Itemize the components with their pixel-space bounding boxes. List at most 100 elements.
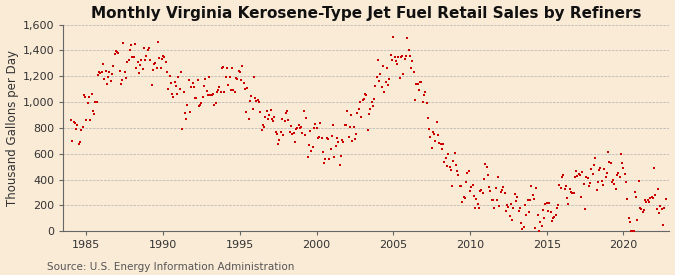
Point <box>88 112 99 117</box>
Point <box>167 92 178 96</box>
Point <box>233 69 244 74</box>
Point <box>576 195 587 199</box>
Point <box>589 163 599 167</box>
Point <box>109 52 120 57</box>
Point <box>115 81 126 86</box>
Point <box>623 216 634 221</box>
Point <box>607 179 618 184</box>
Point <box>400 57 410 61</box>
Point <box>467 183 478 187</box>
Point <box>190 96 200 101</box>
Point <box>568 191 579 195</box>
Point <box>554 183 565 187</box>
Point <box>317 150 328 155</box>
Point <box>563 202 574 206</box>
Point <box>580 206 591 211</box>
Point <box>533 213 543 217</box>
Point <box>649 166 659 170</box>
Point <box>78 93 89 97</box>
Point <box>499 191 510 195</box>
Point <box>375 72 386 76</box>
Point <box>279 119 290 123</box>
Point <box>500 208 511 213</box>
Point <box>86 92 97 96</box>
Point <box>223 83 234 87</box>
Point <box>365 107 376 111</box>
Point <box>517 227 528 231</box>
Point <box>439 160 450 164</box>
Point <box>497 188 508 192</box>
Point <box>408 70 419 74</box>
Point <box>447 183 458 188</box>
Point <box>626 229 637 233</box>
Point <box>124 48 135 52</box>
Point <box>558 173 569 177</box>
Point <box>278 133 289 137</box>
Point <box>307 144 318 149</box>
Point <box>335 153 346 158</box>
Point <box>549 215 560 219</box>
Point <box>480 162 491 166</box>
Point <box>545 210 556 214</box>
Point <box>434 141 445 145</box>
Point <box>495 189 506 194</box>
Point <box>320 156 331 161</box>
Point <box>103 75 113 80</box>
Point <box>646 195 657 199</box>
Point <box>163 87 173 91</box>
Point <box>310 122 321 127</box>
Point <box>184 110 195 114</box>
Point <box>171 84 182 88</box>
Point <box>591 188 602 192</box>
Point <box>158 54 169 59</box>
Point <box>639 208 649 212</box>
Point <box>433 133 443 138</box>
Point <box>297 131 308 135</box>
Point <box>205 93 216 97</box>
Point <box>426 146 437 150</box>
Point <box>466 185 477 189</box>
Point <box>491 198 502 203</box>
Point <box>522 198 533 202</box>
Point <box>656 207 667 211</box>
Point <box>306 149 317 153</box>
Point <box>660 197 671 201</box>
Point <box>313 136 323 141</box>
Point <box>461 180 472 185</box>
Point <box>534 229 545 233</box>
Point <box>450 163 461 167</box>
Point <box>612 173 622 177</box>
Point <box>651 207 662 211</box>
Point <box>284 130 295 134</box>
Point <box>244 116 254 121</box>
Title: Monthly Virginia Kerosene-Type Jet Fuel Retail Sales by Refiners: Monthly Virginia Kerosene-Type Jet Fuel … <box>91 6 642 21</box>
Point <box>211 90 222 94</box>
Point <box>609 182 620 186</box>
Point <box>380 80 391 85</box>
Point <box>510 199 521 203</box>
Point <box>250 96 261 100</box>
Point <box>160 60 171 65</box>
Point <box>463 169 474 173</box>
Point <box>341 123 352 128</box>
Point <box>155 66 166 71</box>
Point <box>427 130 438 134</box>
Point <box>472 201 483 206</box>
Point <box>404 54 415 58</box>
Point <box>547 216 558 220</box>
Point <box>657 223 668 227</box>
Point <box>246 94 256 98</box>
Point <box>98 62 109 66</box>
Point <box>343 134 354 139</box>
Point <box>643 197 653 202</box>
Point <box>560 183 571 188</box>
Point <box>418 93 429 97</box>
Point <box>319 161 329 166</box>
Point <box>553 202 564 207</box>
Text: Source: U.S. Energy Information Administration: Source: U.S. Energy Information Administ… <box>47 262 294 272</box>
Point <box>437 146 448 151</box>
Point <box>236 77 246 82</box>
Point <box>388 34 399 39</box>
Point <box>535 220 545 224</box>
Point <box>198 84 209 88</box>
